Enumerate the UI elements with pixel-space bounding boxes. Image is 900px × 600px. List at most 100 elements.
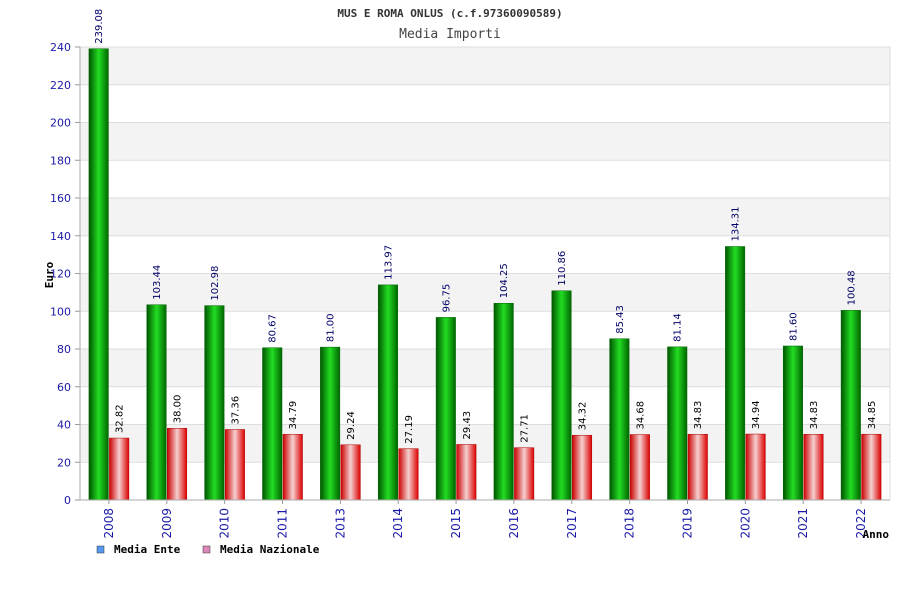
- grid-band: [80, 349, 890, 387]
- legend-label-media-ente: Media Ente: [114, 543, 181, 556]
- y-tick-label: 0: [64, 494, 71, 507]
- data-label-media-ente-2022: 100.48: [846, 270, 857, 305]
- data-label-media-nazionale-2021: 34.83: [809, 401, 820, 430]
- y-tick-label: 240: [50, 41, 71, 54]
- bar-media-ente-2013: [320, 346, 341, 501]
- data-label-media-ente-2018: 85.43: [615, 305, 626, 334]
- data-label-media-ente-2011: 80.67: [268, 314, 279, 343]
- y-tick-label: 60: [57, 381, 71, 394]
- grid-band: [80, 47, 890, 85]
- data-label-media-ente-2010: 102.98: [210, 266, 221, 301]
- x-tick-label: 2016: [507, 508, 521, 539]
- data-label-media-nazionale-2019: 34.83: [693, 401, 704, 430]
- data-label-media-nazionale-2022: 34.85: [867, 401, 878, 430]
- grid-band: [80, 273, 890, 312]
- axes: [79, 47, 891, 501]
- bar-media-nazionale-2010: [224, 429, 245, 501]
- legend-swatch-media-ente: [96, 545, 105, 554]
- x-tick-label: 2015: [449, 508, 463, 539]
- bar-media-ente-2008: [88, 48, 109, 501]
- data-label-media-ente-2015: 96.75: [441, 284, 452, 313]
- y-axis-label: Euro: [43, 261, 56, 288]
- bar-media-ente-2014: [377, 284, 398, 501]
- x-tick-label: 2020: [738, 508, 752, 539]
- x-tick-label: 2018: [623, 508, 637, 539]
- x-tick-label: 2013: [333, 508, 347, 539]
- data-label-media-ente-2021: 81.60: [788, 312, 799, 341]
- bar-media-ente-2009: [146, 304, 167, 501]
- y-tick-label: 80: [57, 343, 71, 356]
- bar-media-nazionale-2019: [687, 434, 708, 501]
- chart-title: MUS E ROMA ONLUS (c.f.97360090589): [337, 7, 562, 20]
- x-tick-label: 2021: [796, 508, 810, 539]
- data-label-media-nazionale-2015: 29.43: [462, 411, 473, 440]
- x-tick-label: 2017: [565, 508, 579, 539]
- bar-media-nazionale-2022: [861, 433, 882, 501]
- bar-media-nazionale-2021: [803, 434, 824, 501]
- legend-swatch-media-nazionale: [202, 545, 211, 554]
- bar-media-nazionale-2018: [629, 434, 650, 501]
- bar-media-nazionale-2017: [572, 434, 593, 501]
- bar-media-ente-2011: [262, 347, 283, 501]
- bar-media-ente-2016: [493, 302, 514, 501]
- bar-media-ente-2017: [551, 290, 572, 501]
- y-tick-label: 220: [50, 79, 71, 92]
- data-label-media-nazionale-2013: 29.24: [346, 411, 357, 440]
- data-label-media-ente-2019: 81.14: [673, 313, 684, 342]
- data-label-media-nazionale-2008: 32.82: [115, 404, 126, 433]
- y-tick-label: 160: [50, 192, 71, 205]
- data-label-media-nazionale-2020: 34.94: [751, 400, 762, 429]
- legend: Media Ente Media Nazionale: [96, 543, 320, 556]
- data-label-media-nazionale-2009: 38.00: [173, 395, 184, 424]
- x-tick-label: 2008: [102, 508, 116, 539]
- y-tick-label: 20: [57, 456, 71, 469]
- data-label-media-ente-2008: 239.08: [94, 9, 105, 44]
- y-tick-label: 100: [50, 305, 71, 318]
- bar-media-nazionale-2014: [398, 448, 419, 501]
- bar-media-ente-2015: [435, 317, 456, 501]
- data-label-media-nazionale-2017: 34.32: [578, 402, 589, 431]
- x-tick-label: 2011: [276, 508, 290, 539]
- x-axis-label: Anno: [863, 528, 890, 541]
- y-tick-label: 180: [50, 154, 71, 167]
- bar-media-ente-2022: [840, 310, 861, 501]
- bar-media-nazionale-2020: [745, 433, 766, 501]
- x-axis-ticks: 2008 2009 2010 2011 2013 2014 2015 2016 2017 2018…: [102, 500, 868, 539]
- data-labels: 239.08 32.82 103.44 38.00 102.98 37.36 80.67 34…: [94, 9, 878, 444]
- y-tick-label: 140: [50, 230, 71, 243]
- legend-label-media-nazionale: Media Nazionale: [220, 543, 320, 556]
- x-tick-label: 2014: [391, 508, 405, 539]
- grid-band: [80, 122, 890, 161]
- data-label-media-ente-2020: 134.31: [731, 206, 742, 241]
- bars: [88, 48, 882, 501]
- data-label-media-ente-2014: 113.97: [383, 245, 394, 280]
- bar-media-nazionale-2015: [456, 444, 477, 501]
- bar-media-nazionale-2008: [109, 437, 130, 501]
- data-label-media-ente-2009: 103.44: [152, 265, 163, 300]
- data-label-media-ente-2013: 81.00: [326, 313, 337, 342]
- data-label-media-nazionale-2010: 37.36: [230, 396, 241, 425]
- y-tick-label: 120: [50, 268, 71, 281]
- bar-media-nazionale-2016: [514, 447, 535, 501]
- bar-media-nazionale-2009: [167, 428, 188, 501]
- x-tick-label: 2010: [218, 508, 232, 539]
- data-label-media-ente-2017: 110.86: [557, 251, 568, 286]
- grid-bands: [80, 47, 890, 463]
- bar-media-ente-2020: [725, 246, 746, 501]
- bar-media-ente-2019: [667, 346, 688, 501]
- x-tick-label: 2022: [854, 508, 868, 539]
- bar-media-nazionale-2013: [340, 444, 361, 501]
- data-label-media-nazionale-2011: 34.79: [288, 401, 299, 430]
- bar-media-nazionale-2011: [282, 434, 303, 501]
- x-tick-label: 2009: [160, 508, 174, 539]
- y-axis-ticks: 0 20 40 60 80 100 120 140 160 180 200 220 240: [50, 41, 80, 507]
- bar-media-ente-2021: [782, 345, 803, 501]
- grid-band: [80, 198, 890, 236]
- data-label-media-nazionale-2014: 27.19: [404, 415, 415, 444]
- bar-media-ente-2018: [609, 338, 630, 501]
- x-tick-label: 2019: [681, 508, 695, 539]
- grid-band: [80, 424, 890, 463]
- bar-media-ente-2010: [204, 305, 225, 501]
- y-tick-label: 200: [50, 117, 71, 130]
